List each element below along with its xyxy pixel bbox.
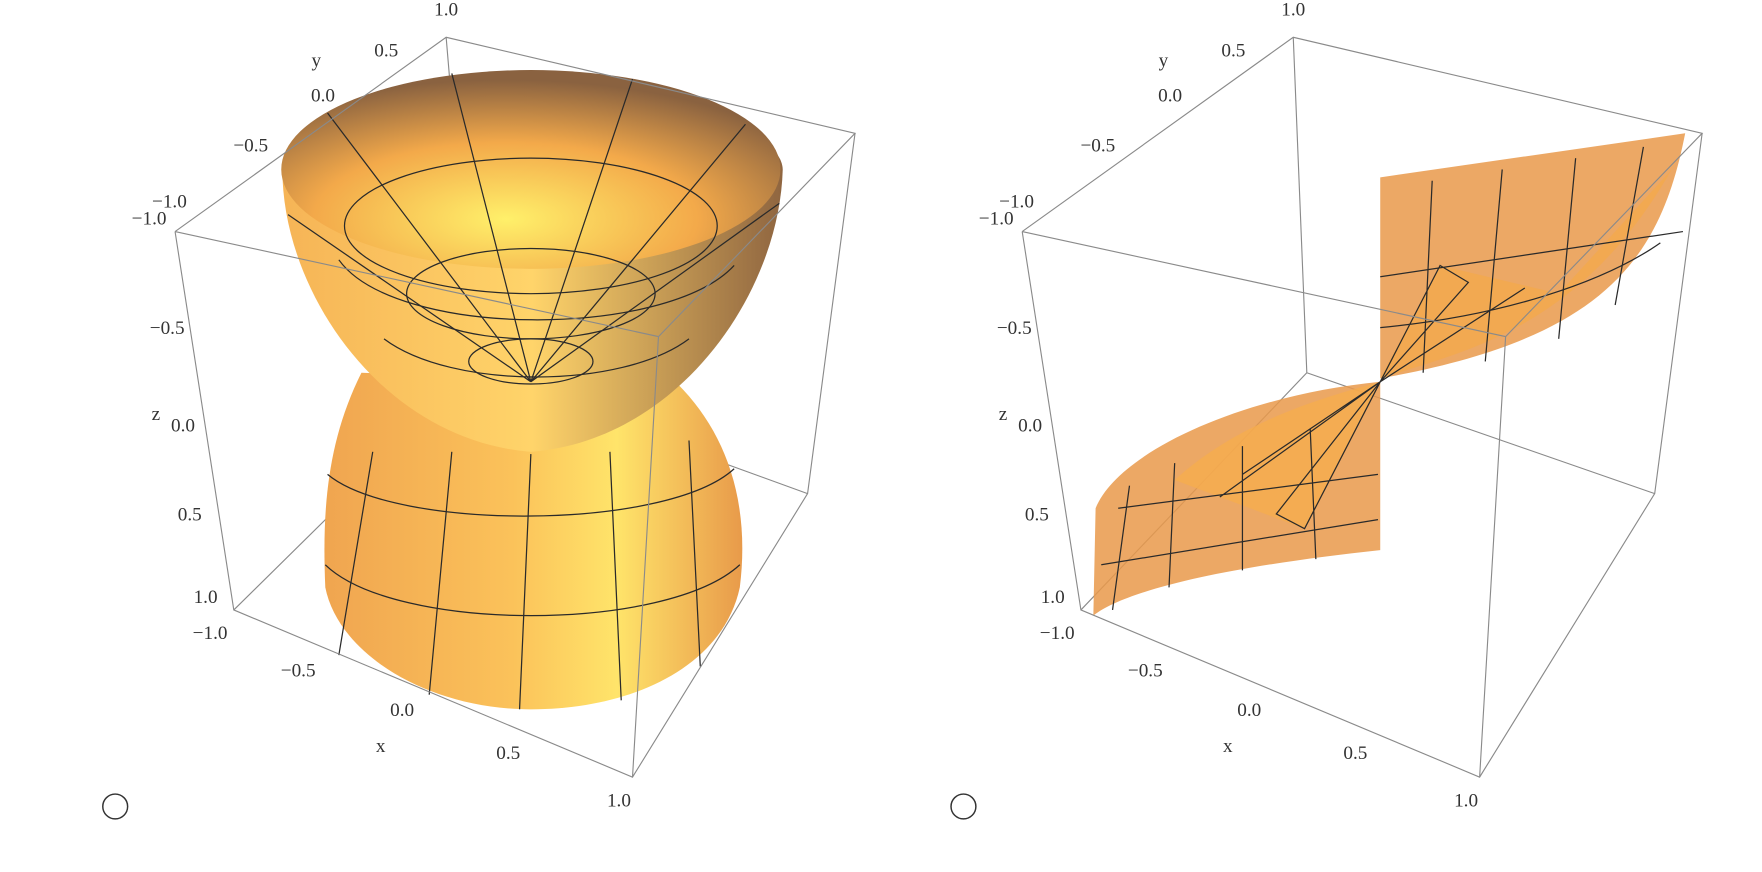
- z-tick-label: −0.5: [997, 318, 1032, 339]
- surface: [1380, 169, 1672, 379]
- x-tick-label: 0.5: [496, 743, 520, 764]
- x-tick-label: −0.5: [1128, 660, 1163, 681]
- y-axis-label: y: [1159, 51, 1169, 72]
- z-tick-label: −1.0: [979, 209, 1014, 230]
- y-tick-label: −0.5: [233, 135, 268, 156]
- plot-1: −1.0 −0.5 0.0 0.5 1.0 x −1.0 −0.5 0.0 0.5 1.0 y −1.0…: [102, 0, 857, 820]
- x-axis-label: x: [1223, 736, 1233, 757]
- surface: [324, 372, 743, 710]
- radio-button[interactable]: [950, 793, 977, 820]
- x-axis-label: x: [376, 736, 386, 757]
- mesh: [324, 259, 741, 617]
- surface: [281, 70, 781, 269]
- z-tick-label: 1.0: [1041, 587, 1065, 608]
- z-tick-label: −1.0: [132, 209, 167, 230]
- z-tick-label: 1.0: [194, 587, 218, 608]
- box-edge: [1021, 36, 1704, 778]
- y-tick-label: −0.5: [1080, 135, 1115, 156]
- mesh: [287, 73, 780, 710]
- x-tick-label: 0.0: [1237, 700, 1261, 721]
- plot-2: −1.0 −0.5 0.0 0.5 1.0 x −1.0 −0.5 0.0 0.5 1.0 y −1.0…: [950, 0, 1704, 820]
- y-tick-label: 0.5: [374, 40, 398, 61]
- x-tick-label: −1.0: [193, 623, 228, 644]
- mesh: [468, 338, 594, 385]
- x-tick-label: 1.0: [1454, 790, 1478, 811]
- z-axis-label: z: [999, 404, 1008, 425]
- y-axis-label: y: [311, 51, 321, 72]
- y-tick-label: −1.0: [999, 192, 1034, 213]
- x-tick-label: 1.0: [607, 790, 631, 811]
- y-tick-label: 0.0: [1158, 86, 1182, 107]
- y-tick-label: −1.0: [152, 192, 187, 213]
- radio-button[interactable]: [102, 793, 129, 820]
- y-tick-label: 0.0: [311, 86, 335, 107]
- x-tick-label: −1.0: [1040, 623, 1075, 644]
- box-edge: [174, 36, 857, 778]
- y-tick-label: 1.0: [1281, 0, 1305, 21]
- z-tick-label: 0.5: [178, 505, 202, 526]
- z-tick-label: 0.0: [171, 415, 195, 436]
- z-tick-label: −0.5: [150, 318, 185, 339]
- y-tick-label: 0.5: [1221, 40, 1245, 61]
- z-tick-label: 0.5: [1025, 505, 1049, 526]
- z-tick-label: 0.0: [1018, 415, 1042, 436]
- z-axis-label: z: [152, 404, 161, 425]
- mesh: [343, 157, 718, 295]
- x-tick-label: 0.5: [1343, 743, 1367, 764]
- x-tick-label: 0.0: [390, 700, 414, 721]
- y-tick-label: 1.0: [434, 0, 458, 21]
- x-tick-label: −0.5: [281, 660, 316, 681]
